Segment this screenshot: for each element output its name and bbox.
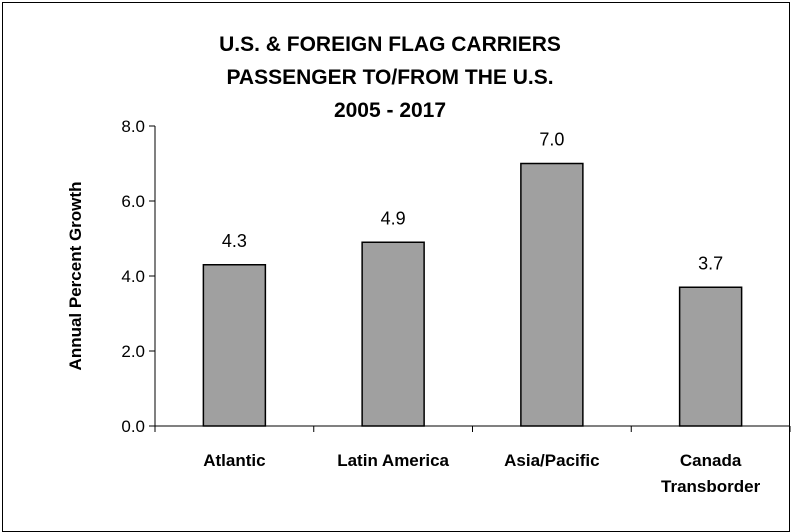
category-label: Atlantic [203, 451, 265, 470]
chart-title: U.S. & FOREIGN FLAG CARRIERS PASSENGER T… [150, 28, 630, 127]
category-label: Canada [680, 451, 742, 470]
data-label: 7.0 [539, 130, 564, 150]
category-label: Transborder [661, 477, 761, 496]
chart-title-line-2: PASSENGER TO/FROM THE U.S. [226, 66, 554, 89]
bar [520, 162, 584, 427]
data-label: 4.9 [381, 208, 406, 228]
y-tick-label: 6.0 [121, 192, 145, 211]
bar [678, 286, 743, 427]
y-tick-label: 2.0 [121, 342, 145, 361]
bar [361, 241, 425, 427]
category-label: Asia/Pacific [504, 451, 599, 470]
bar [202, 264, 267, 427]
data-label: 3.7 [698, 253, 723, 273]
y-tick-label: 0.0 [121, 417, 145, 436]
chart-title-line-1: U.S. & FOREIGN FLAG CARRIERS [219, 33, 561, 56]
data-label: 4.3 [222, 231, 247, 251]
chart-title-line-3: 2005 - 2017 [333, 99, 447, 122]
y-tick-label: 4.0 [121, 267, 145, 286]
category-label: Latin America [337, 451, 449, 470]
y-axis-title: Annual Percent Growth [66, 182, 85, 371]
y-tick-label: 8.0 [121, 117, 145, 136]
bar-chart: 0.0 2.0 4.0 6.0 8.0 4.3 Atlantic 4.9 Latin Ameri… [66, 117, 791, 496]
